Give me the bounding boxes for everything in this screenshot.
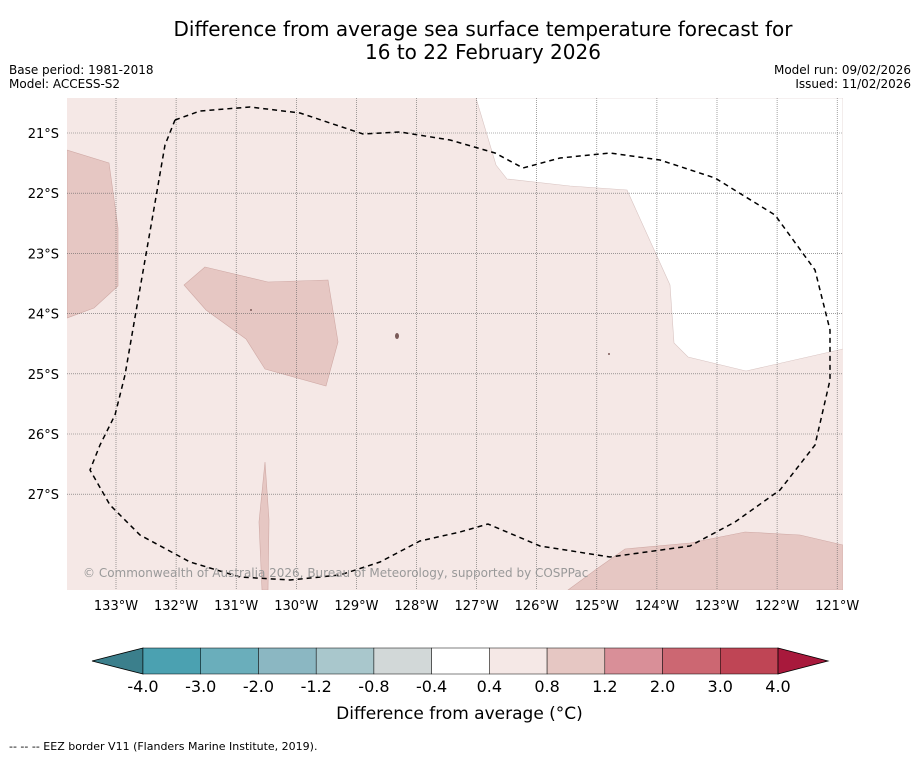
colorbar-extend-low (91, 647, 144, 675)
island-marker (608, 353, 610, 355)
copyright-notice: © Commonwealth of Australia 2026, Bureau… (83, 566, 588, 580)
lat-label: 25°S (28, 368, 59, 383)
colorbar-label: Difference from average (°C) (336, 704, 583, 724)
lon-label: 125°W (575, 599, 619, 614)
lon-label: 121°W (815, 599, 859, 614)
colorbar: -4.0 -3.0 -2.0 -1.2 -0.8 -0.4 0.4 0.8 1.2 2.0 3.0 4… (91, 647, 830, 696)
lat-label: 21°S (28, 127, 59, 142)
lat-label: 26°S (28, 428, 59, 443)
eez-border (89, 106, 831, 581)
anomaly-patch-sliver (258, 461, 270, 590)
colorbar-extend-high (777, 647, 830, 675)
colorbar-segment (720, 647, 779, 675)
colorbar-tick-label: -0.8 (358, 677, 389, 696)
lat-label: 27°S (28, 488, 59, 503)
lon-label: 123°W (695, 599, 739, 614)
issued-date: Issued: 11/02/2026 (795, 77, 911, 91)
lon-label: 128°W (394, 599, 438, 614)
colorbar-tick-label: 4.0 (765, 677, 790, 696)
colorbar-segment (373, 647, 432, 675)
colorbar-tick-label: -3.0 (185, 677, 216, 696)
model-run: Model run: 09/02/2026 (773, 63, 911, 77)
lon-label: 127°W (455, 599, 499, 614)
eez-footer: -- -- -- EEZ border V11 (Flanders Marine… (9, 740, 318, 753)
title-line-2: 16 to 22 February 2026 (365, 40, 601, 64)
lon-label: 129°W (334, 599, 378, 614)
colorbar-segment (431, 647, 490, 675)
sst-map: © Commonwealth of Australia 2026, Bureau… (28, 98, 859, 614)
lon-label: 130°W (274, 599, 318, 614)
meta-right: Model run: 09/02/2026 Issued: 11/02/2026 (774, 63, 911, 91)
lat-label: 22°S (28, 187, 59, 202)
neutral-region (475, 98, 843, 372)
lon-label: 131°W (214, 599, 258, 614)
lat-label: 24°S (28, 308, 59, 323)
colorbar-segment (546, 647, 606, 675)
lon-label: 122°W (755, 599, 799, 614)
colorbar-tick-label: 3.0 (708, 677, 733, 696)
colorbar-segment (662, 647, 721, 675)
colorbar-segment (315, 647, 375, 675)
model-name: Model: ACCESS-S2 (9, 77, 121, 91)
anomaly-patch-west (67, 149, 119, 319)
colorbar-tick-label: -2.0 (243, 677, 274, 696)
colorbar-tick-label: -4.0 (127, 677, 158, 696)
anomaly-patch-center (183, 266, 339, 387)
island-marker (250, 309, 252, 311)
colorbar-segment (258, 647, 317, 675)
colorbar-tick-label: 1.2 (592, 677, 617, 696)
colorbar-tick-label: -1.2 (301, 677, 332, 696)
lon-label: 133°W (94, 599, 138, 614)
map-title: Difference from average sea surface temp… (0, 18, 919, 64)
base-period: Base period: 1981-2018 (9, 63, 154, 77)
colorbar-segment (200, 647, 259, 675)
title-line-1: Difference from average sea surface temp… (173, 17, 793, 41)
lat-label: 23°S (28, 247, 59, 262)
colorbar-segment (142, 647, 201, 675)
lon-label: 126°W (515, 599, 559, 614)
colorbar-segment (604, 647, 663, 675)
colorbar-tick-label: 0.8 (534, 677, 559, 696)
meta-left: Base period: 1981-2018 Model: ACCESS-S2 (9, 63, 154, 91)
island-marker (395, 333, 399, 339)
lon-label: 132°W (154, 599, 198, 614)
anomaly-patch-southeast (567, 531, 843, 590)
colorbar-segment (489, 647, 548, 675)
colorbar-tick-label: -0.4 (416, 677, 447, 696)
colorbar-tick-label: 2.0 (650, 677, 675, 696)
lon-label: 124°W (635, 599, 679, 614)
colorbar-tick-label: 0.4 (477, 677, 502, 696)
